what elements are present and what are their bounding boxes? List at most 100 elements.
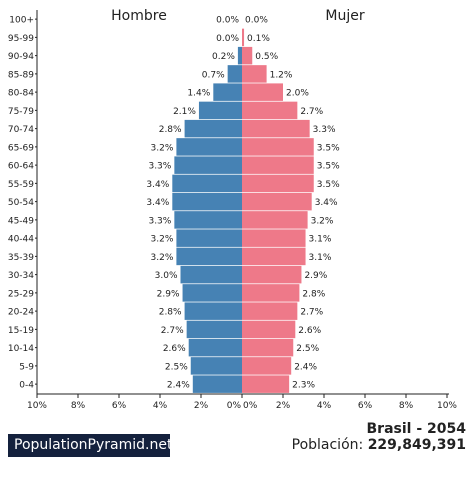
- bar-female: [242, 156, 314, 174]
- age-label: 80-84: [8, 89, 34, 99]
- bar-male: [176, 229, 242, 247]
- data-label-female: 1.2%: [270, 70, 293, 80]
- x-tick-label-left: 0%: [227, 401, 242, 411]
- data-label-male: 0.2%: [212, 52, 235, 62]
- data-label-female: 3.1%: [309, 235, 332, 245]
- bar-female: [242, 119, 310, 138]
- age-label: 100+: [9, 16, 34, 26]
- age-label: 60-64: [8, 162, 34, 172]
- data-label-female: 2.6%: [298, 326, 321, 336]
- age-label: 90-94: [8, 52, 34, 62]
- x-tick-label-left: 8%: [71, 401, 86, 411]
- data-label-female: 0.0%: [245, 16, 268, 26]
- data-label-female: 2.3%: [292, 381, 315, 391]
- x-tick-label-right: 8%: [399, 401, 414, 411]
- data-label-male: 3.2%: [151, 235, 174, 245]
- data-label-male: 3.4%: [146, 180, 169, 190]
- population-label: Población:: [291, 437, 364, 453]
- age-label: 70-74: [8, 125, 34, 135]
- bar-female: [242, 174, 314, 193]
- age-label: 35-39: [8, 253, 34, 263]
- data-label-male: 0.0%: [216, 16, 239, 26]
- bar-female: [242, 247, 306, 266]
- age-label: 45-49: [8, 216, 34, 226]
- age-label: 40-44: [8, 235, 34, 245]
- data-label-male: 3.3%: [148, 216, 171, 226]
- bar-male: [227, 65, 242, 83]
- bar-female: [242, 28, 245, 47]
- bar-male: [186, 320, 242, 339]
- x-tick-label-left: 10%: [27, 401, 47, 411]
- data-label-male: 3.2%: [151, 143, 174, 153]
- bar-male: [174, 156, 242, 174]
- bar-male: [172, 174, 242, 193]
- bar-male: [184, 119, 242, 138]
- bar-male: [176, 138, 242, 156]
- data-label-female: 2.0%: [286, 89, 309, 99]
- age-label: 5-9: [19, 362, 34, 372]
- x-tick-label-right: 6%: [358, 401, 373, 411]
- site-badge[interactable]: PopulationPyramid.net: [8, 434, 173, 457]
- x-tick-label-right: 4%: [317, 401, 332, 411]
- data-label-male: 3.2%: [151, 253, 174, 263]
- bar-male: [180, 265, 242, 284]
- population-value: 229,849,391: [367, 437, 466, 453]
- x-tick-label-left: 4%: [153, 401, 168, 411]
- age-label: 50-54: [8, 198, 34, 208]
- data-label-male: 0.7%: [202, 70, 225, 80]
- population-total: Población: 229,849,391: [292, 437, 466, 453]
- data-label-female: 3.3%: [313, 125, 336, 135]
- bar-female: [242, 229, 306, 247]
- data-label-female: 3.2%: [311, 216, 334, 226]
- age-label: 55-59: [8, 180, 34, 190]
- bar-male: [184, 302, 242, 320]
- population-pyramid-chart: Hombre Mujer 100+ 0.0% 0.0% 95-99 0.0% 0.1% 90-9…: [8, 8, 458, 411]
- data-label-female: 3.1%: [309, 253, 332, 263]
- data-label-male: 2.6%: [163, 344, 186, 354]
- bar-male: [198, 101, 242, 120]
- x-tick-label-right: 2%: [276, 401, 291, 411]
- data-label-male: 0.0%: [216, 34, 239, 44]
- age-label: 0-4: [19, 381, 34, 391]
- bar-female: [242, 138, 314, 156]
- data-label-female: 2.5%: [296, 344, 319, 354]
- x-tick-label-right: 10%: [437, 401, 457, 411]
- bar-female: [242, 302, 298, 320]
- data-label-female: 0.5%: [255, 52, 278, 62]
- series-label-female: Mujer: [325, 8, 364, 24]
- bar-female: [242, 338, 294, 357]
- data-label-male: 2.9%: [157, 289, 180, 299]
- x-tick-label-right: 0%: [243, 401, 258, 411]
- age-label: 30-34: [8, 271, 34, 281]
- data-label-female: 2.9%: [304, 271, 327, 281]
- bar-male: [172, 192, 242, 211]
- series-label-male: Hombre: [111, 8, 167, 24]
- bar-male: [190, 357, 242, 375]
- data-label-male: 3.3%: [148, 162, 171, 172]
- age-label: 65-69: [8, 143, 34, 153]
- bar-female: [242, 211, 308, 229]
- bar-male: [213, 83, 242, 101]
- age-label: 10-14: [8, 344, 34, 354]
- data-label-male: 3.0%: [155, 271, 178, 281]
- bar-male: [237, 46, 242, 65]
- data-label-female: 3.4%: [315, 198, 338, 208]
- data-label-male: 1.4%: [187, 89, 210, 99]
- age-label: 25-29: [8, 289, 34, 299]
- data-label-female: 2.7%: [300, 308, 323, 318]
- data-label-male: 2.5%: [165, 362, 188, 372]
- bar-female: [242, 83, 283, 101]
- age-label: 75-79: [8, 107, 34, 117]
- data-label-female: 0.1%: [247, 34, 270, 44]
- data-label-female: 3.5%: [317, 180, 340, 190]
- data-label-female: 2.7%: [300, 107, 323, 117]
- data-label-male: 3.4%: [146, 198, 169, 208]
- age-label: 15-19: [8, 326, 34, 336]
- data-label-female: 2.4%: [294, 362, 317, 372]
- data-label-male: 2.7%: [161, 326, 184, 336]
- bar-female: [242, 265, 302, 284]
- site-name: PopulationPyramid.net: [14, 437, 173, 453]
- bar-female: [242, 320, 296, 339]
- bar-male: [174, 211, 242, 229]
- bar-female: [242, 375, 290, 393]
